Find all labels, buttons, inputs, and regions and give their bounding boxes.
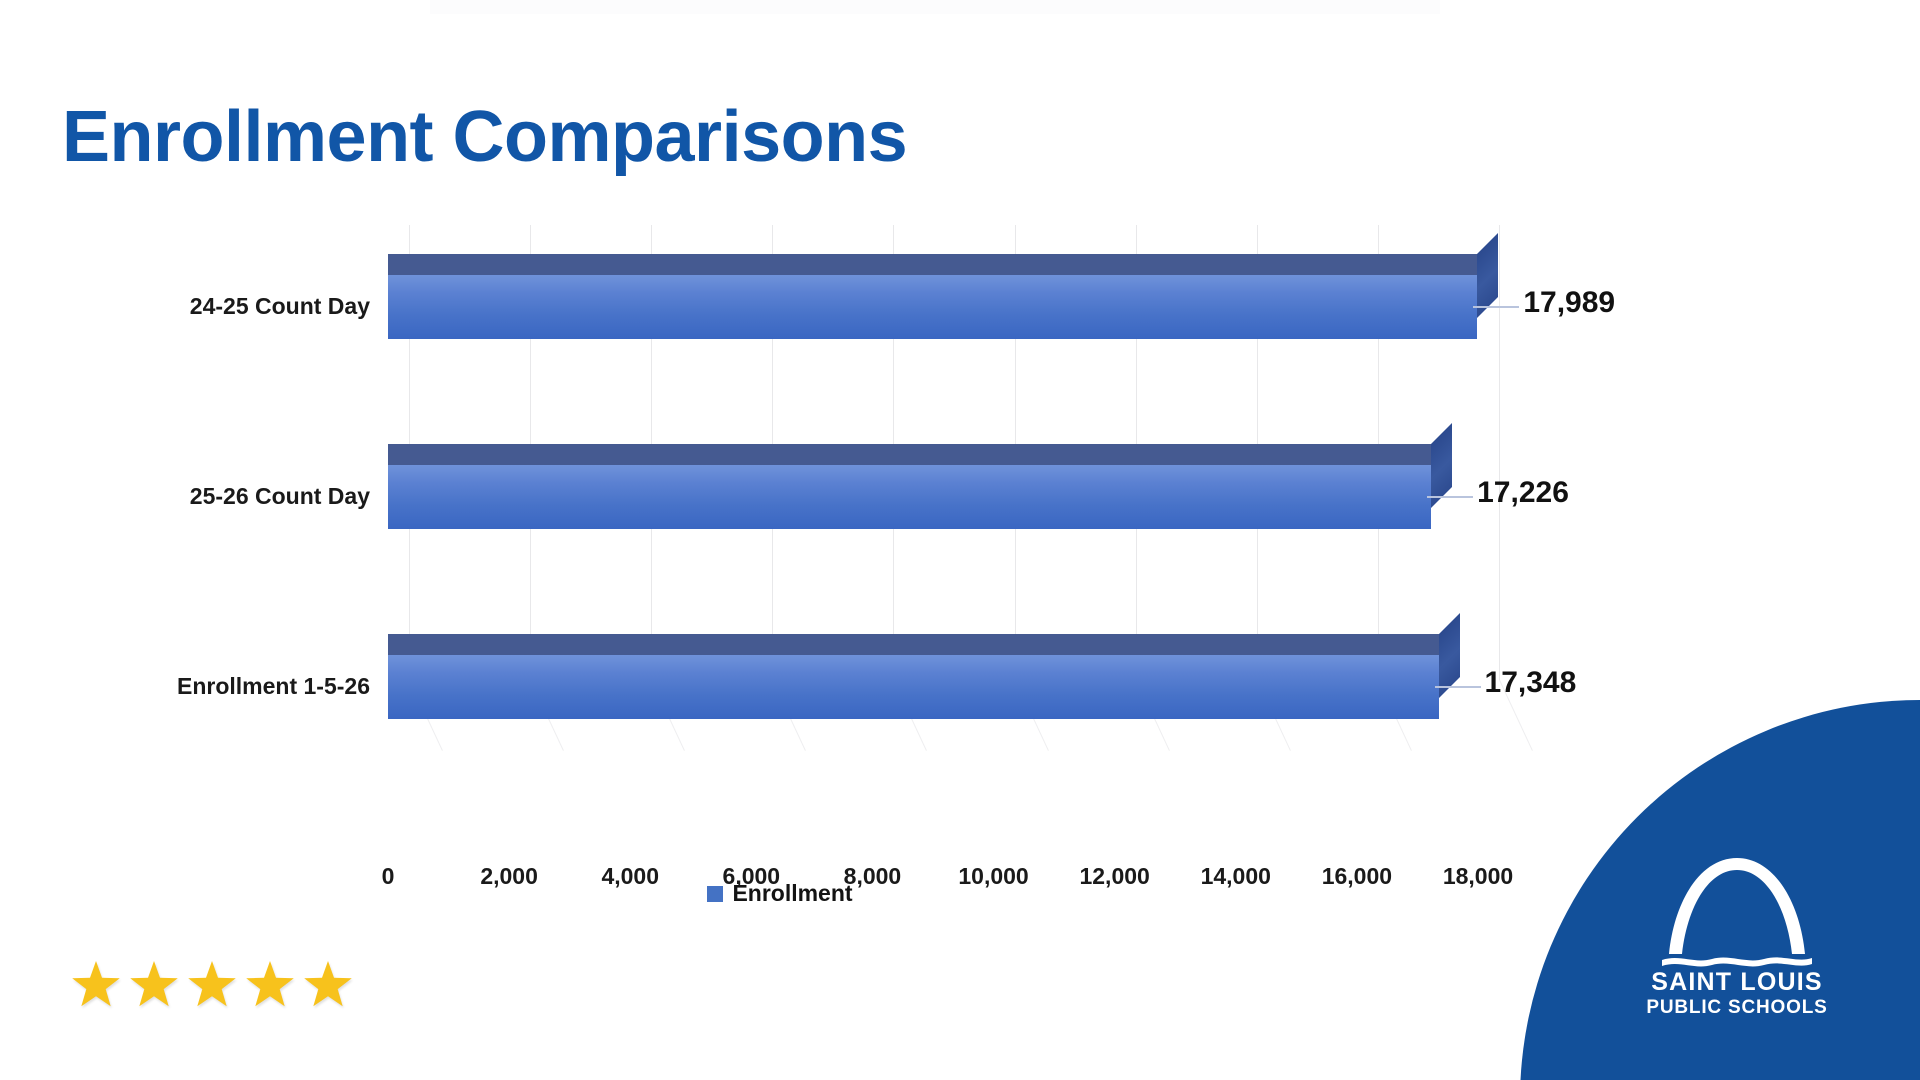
bar-front-face xyxy=(388,465,1432,529)
x-tick-label: 16,000 xyxy=(1321,863,1393,889)
bar-3 xyxy=(388,613,1481,719)
x-tick-label: 12,000 xyxy=(1079,863,1150,889)
enrollment-bar-chart: 17,989 17,226 17,348 0 2,000 4,000 6,000 8,000… xyxy=(0,190,1615,910)
logo-line-2: PUBLIC SCHOOLS xyxy=(1646,997,1828,1018)
x-tick-label: 2,000 xyxy=(480,863,538,889)
legend-swatch-enrollment xyxy=(707,885,724,902)
five-star-rating xyxy=(70,960,354,1012)
legend-label-enrollment: Enrollment xyxy=(732,880,853,906)
bar-top-face xyxy=(388,254,1499,275)
gateway-arch-svg xyxy=(1662,858,1812,967)
star-icon xyxy=(130,961,178,1007)
bar-leader-line xyxy=(1473,306,1520,308)
bar-1 xyxy=(388,233,1520,339)
bar-top-face xyxy=(388,444,1453,465)
bar-value-label: 17,226 xyxy=(1477,476,1569,509)
x-tick-label: 14,000 xyxy=(1200,863,1271,889)
bar-value-label: 17,348 xyxy=(1484,666,1577,699)
chart-plot-area: 17,989 17,226 17,348 0 2,000 4,000 6,000 8,000… xyxy=(382,225,1615,889)
star-icon xyxy=(304,961,352,1007)
saint-louis-public-schools-logo: SAINT LOUIS PUBLIC SCHOOLS xyxy=(1520,700,1920,1080)
logo-background-circle xyxy=(1520,700,1920,1080)
bar-front-face xyxy=(388,275,1478,339)
gridline xyxy=(1499,225,1500,680)
bar-leader-line xyxy=(1434,686,1481,688)
category-label: 25-26 Count Day xyxy=(189,483,370,509)
star-icon xyxy=(246,961,294,1007)
x-tick-label: 0 xyxy=(381,863,395,889)
top-edge-band xyxy=(430,0,1440,14)
bar-2 xyxy=(388,423,1474,529)
bar-value-label: 17,989 xyxy=(1523,286,1616,319)
star-icon xyxy=(188,961,236,1007)
x-tick-label: 18,000 xyxy=(1442,863,1514,889)
star-icon xyxy=(72,961,120,1007)
category-label: 24-25 Count Day xyxy=(189,293,370,319)
chart-legend: Enrollment xyxy=(0,880,1560,907)
bar-leader-line xyxy=(1427,496,1474,498)
x-tick-label: 10,000 xyxy=(958,863,1029,889)
bar-top-face xyxy=(388,634,1460,655)
category-label: Enrollment 1-5-26 xyxy=(177,673,370,699)
x-tick-label: 4,000 xyxy=(601,863,659,889)
page-title: Enrollment Comparisons xyxy=(62,97,908,178)
bar-front-face xyxy=(388,655,1439,719)
x-tick-label: 6,000 xyxy=(722,863,781,889)
x-tick-label: 8,000 xyxy=(843,863,902,889)
logo-line-1: SAINT LOUIS xyxy=(1651,968,1823,996)
gateway-arch-icon: SAINT LOUIS PUBLIC SCHOOLS xyxy=(1642,850,1832,1040)
